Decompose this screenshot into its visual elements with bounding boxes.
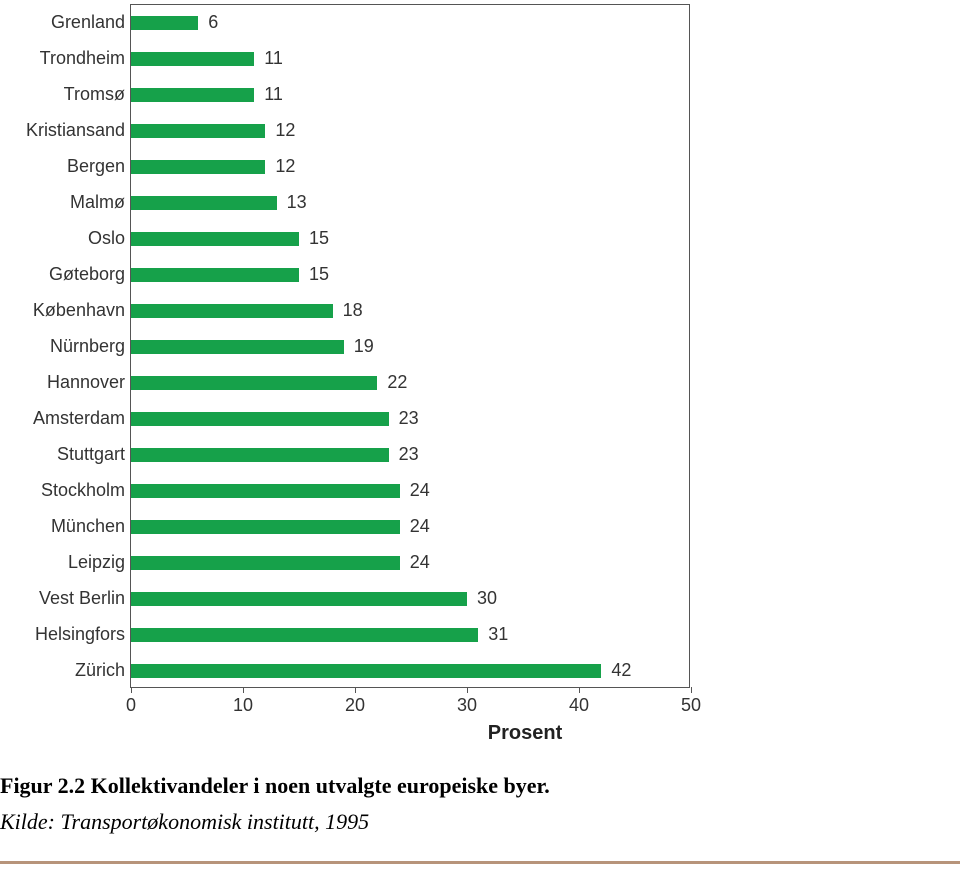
- category-label: Hannover: [47, 372, 125, 393]
- figure-source: Kilde: Transportøkonomisk institutt, 199…: [0, 809, 960, 835]
- category-label: Malmø: [70, 192, 125, 213]
- figure-caption: Figur 2.2 Kollektivandeler i noen utvalg…: [0, 773, 960, 799]
- x-tick: [691, 687, 692, 693]
- bar: [131, 160, 265, 174]
- bar-row: Kristiansand12: [131, 113, 689, 149]
- bar: [131, 88, 254, 102]
- value-label: 15: [309, 228, 329, 249]
- value-label: 22: [387, 372, 407, 393]
- value-label: 30: [477, 588, 497, 609]
- x-tick: [131, 687, 132, 693]
- bar-row: Nürnberg19: [131, 329, 689, 365]
- category-label: Nürnberg: [50, 336, 125, 357]
- bar: [131, 196, 277, 210]
- category-label: Grenland: [51, 12, 125, 33]
- value-label: 6: [208, 12, 218, 33]
- bar-row: Amsterdam23: [131, 401, 689, 437]
- bar-row: Zürich42: [131, 653, 689, 689]
- category-label: Tromsø: [64, 84, 125, 105]
- category-label: Gøteborg: [49, 264, 125, 285]
- bar-row: Leipzig24: [131, 545, 689, 581]
- category-label: Stuttgart: [57, 444, 125, 465]
- chart-container: Grenland6Trondheim11Tromsø11Kristiansand…: [0, 0, 960, 745]
- x-tick: [355, 687, 356, 693]
- bar: [131, 412, 389, 426]
- bar: [131, 556, 400, 570]
- bar-row: Gøteborg15: [131, 257, 689, 293]
- bar-row: Vest Berlin30: [131, 581, 689, 617]
- value-label: 12: [275, 120, 295, 141]
- category-label: Oslo: [88, 228, 125, 249]
- bar: [131, 16, 198, 30]
- bar: [131, 448, 389, 462]
- x-axis-title: Prosent: [130, 722, 920, 745]
- bar-row: Oslo15: [131, 221, 689, 257]
- value-label: 18: [343, 300, 363, 321]
- x-tick: [467, 687, 468, 693]
- bar-row: Grenland6: [131, 5, 689, 41]
- value-label: 24: [410, 516, 430, 537]
- value-label: 12: [275, 156, 295, 177]
- value-label: 19: [354, 336, 374, 357]
- value-label: 11: [264, 84, 283, 105]
- category-label: Kristiansand: [26, 120, 125, 141]
- bar: [131, 484, 400, 498]
- bar-row: Hannover22: [131, 365, 689, 401]
- x-tick-label: 20: [345, 695, 365, 716]
- bar-row: Helsingfors31: [131, 617, 689, 653]
- bar: [131, 664, 601, 678]
- bar: [131, 268, 299, 282]
- x-tick-label: 0: [126, 695, 136, 716]
- bar: [131, 376, 377, 390]
- x-tick: [579, 687, 580, 693]
- plot-area: Grenland6Trondheim11Tromsø11Kristiansand…: [130, 4, 690, 688]
- category-label: Leipzig: [68, 552, 125, 573]
- category-label: Trondheim: [40, 48, 125, 69]
- bar-row: Stuttgart23: [131, 437, 689, 473]
- category-label: København: [33, 300, 125, 321]
- bar-row: Bergen12: [131, 149, 689, 185]
- category-label: Helsingfors: [35, 624, 125, 645]
- category-label: Vest Berlin: [39, 588, 125, 609]
- bar: [131, 304, 333, 318]
- bar: [131, 520, 400, 534]
- bar-row: Stockholm24: [131, 473, 689, 509]
- category-label: Zürich: [75, 660, 125, 681]
- value-label: 13: [287, 192, 307, 213]
- bar-row: København18: [131, 293, 689, 329]
- category-label: Bergen: [67, 156, 125, 177]
- x-tick-label: 40: [569, 695, 589, 716]
- x-tick: [243, 687, 244, 693]
- x-tick-label: 50: [681, 695, 701, 716]
- bar-row: Tromsø11: [131, 77, 689, 113]
- category-label: Stockholm: [41, 480, 125, 501]
- value-label: 15: [309, 264, 329, 285]
- x-tick-label: 10: [233, 695, 253, 716]
- value-label: 24: [410, 552, 430, 573]
- bar: [131, 124, 265, 138]
- category-label: Amsterdam: [33, 408, 125, 429]
- category-label: München: [51, 516, 125, 537]
- bar: [131, 592, 467, 606]
- bar-row: Trondheim11: [131, 41, 689, 77]
- x-tick-label: 30: [457, 695, 477, 716]
- bar: [131, 52, 254, 66]
- value-label: 11: [264, 48, 283, 69]
- bar: [131, 340, 344, 354]
- bar: [131, 628, 478, 642]
- value-label: 23: [399, 408, 419, 429]
- bar-row: Malmø13: [131, 185, 689, 221]
- value-label: 31: [488, 624, 508, 645]
- value-label: 42: [611, 660, 631, 681]
- bar-row: München24: [131, 509, 689, 545]
- bar: [131, 232, 299, 246]
- bottom-rule: [0, 861, 960, 864]
- value-label: 24: [410, 480, 430, 501]
- value-label: 23: [399, 444, 419, 465]
